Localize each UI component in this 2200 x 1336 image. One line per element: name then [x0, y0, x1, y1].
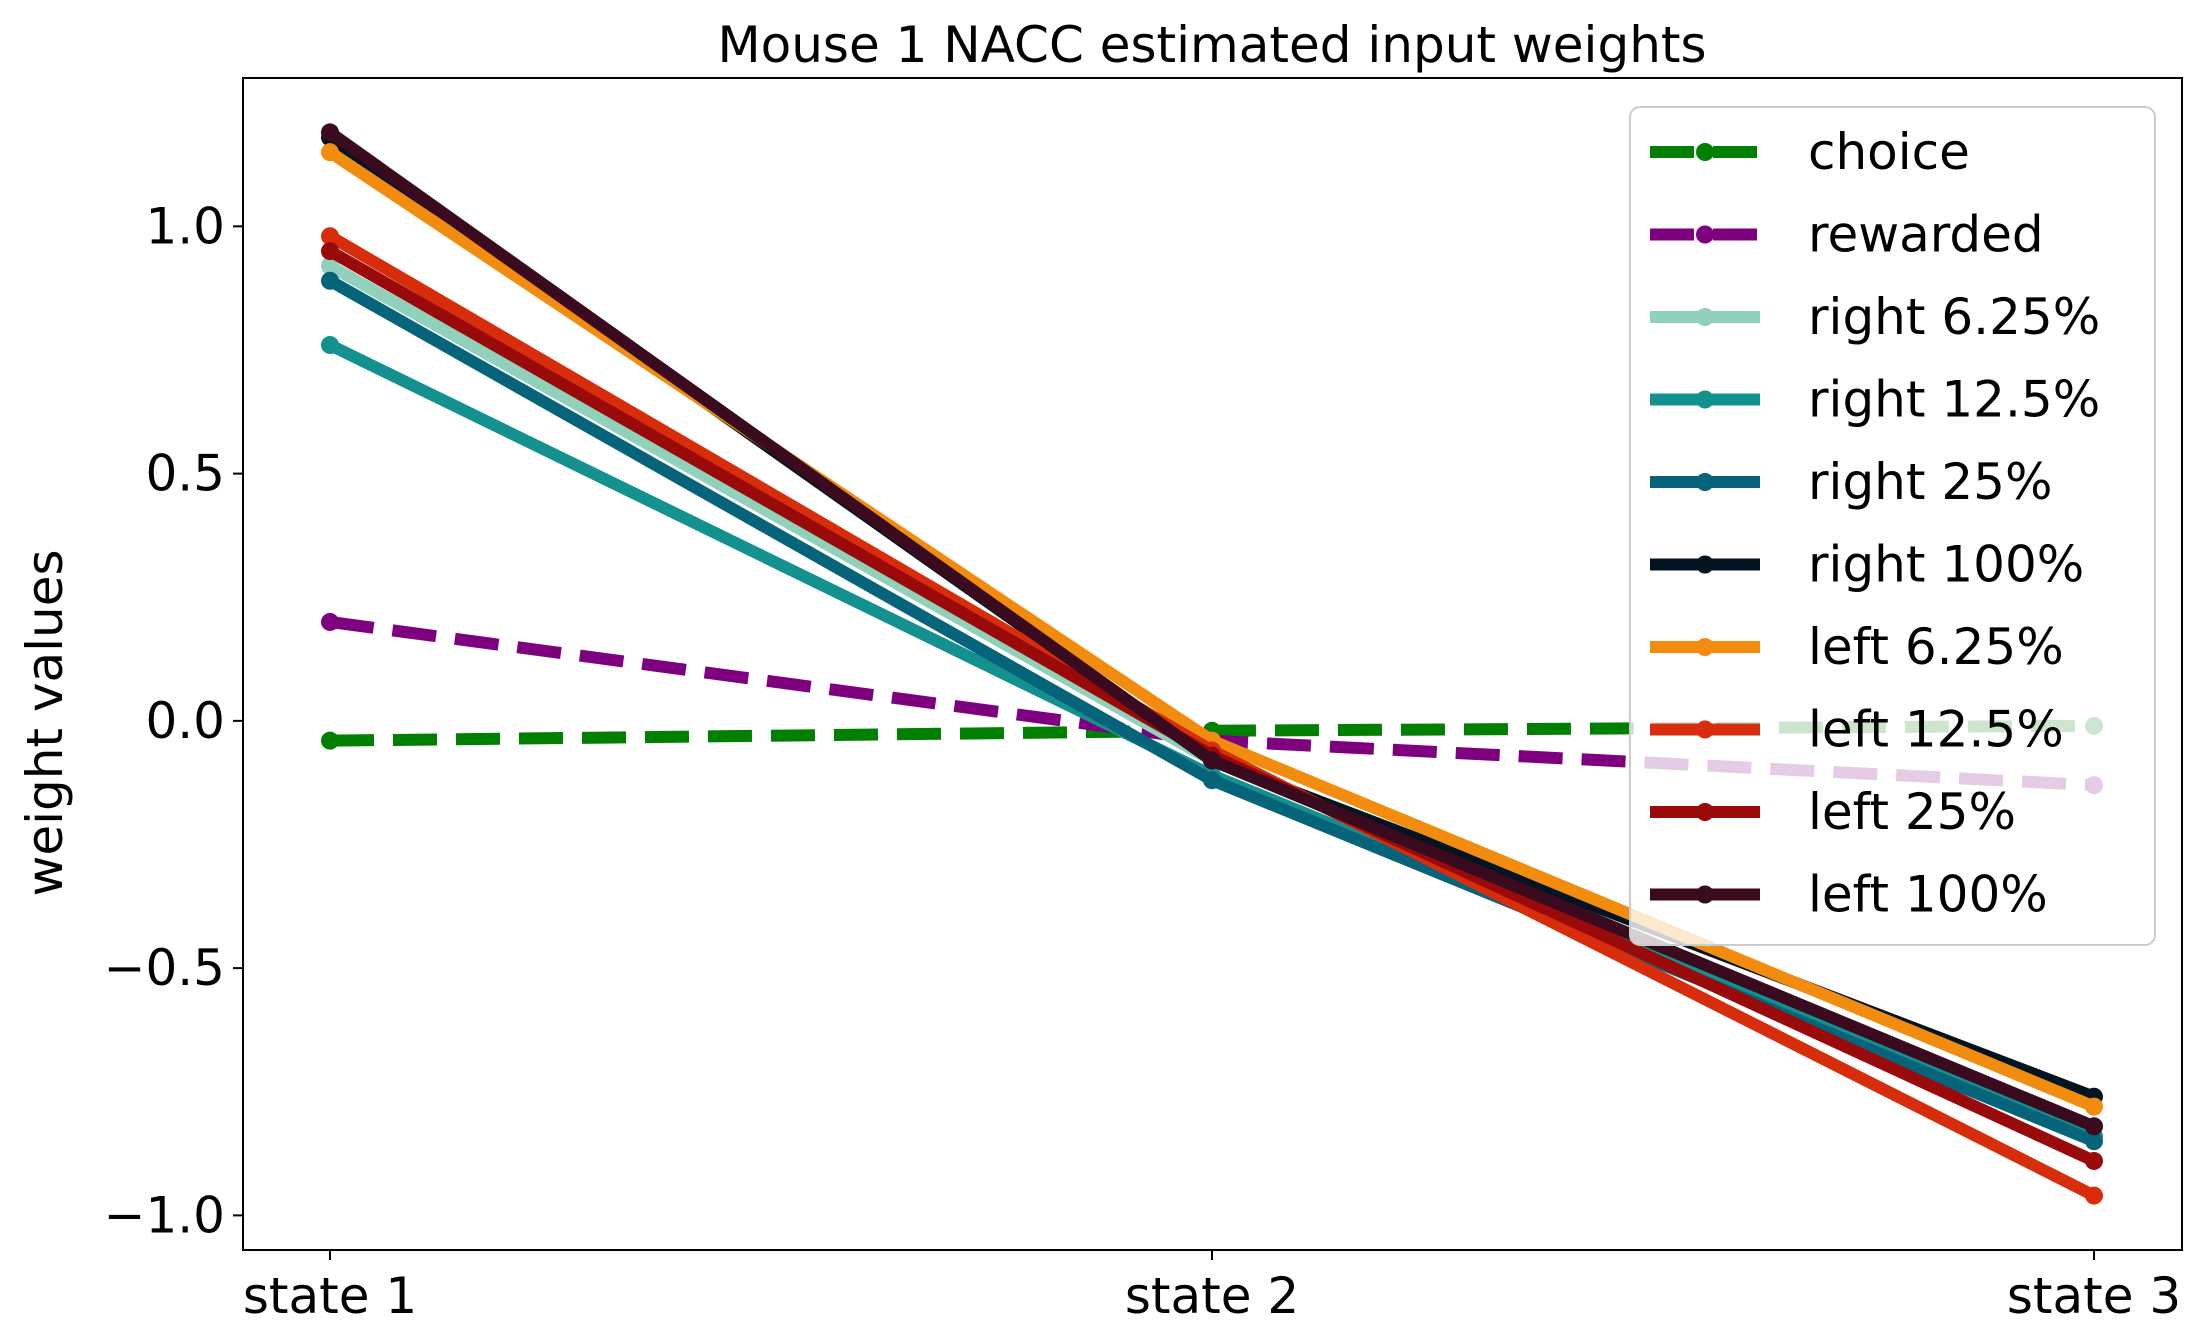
legend-marker [1696, 803, 1714, 821]
legend-marker [1696, 308, 1714, 326]
legend-marker [1696, 885, 1714, 904]
legend-label: left 25% [1808, 783, 2016, 841]
data-point [321, 123, 339, 142]
y-axis-ticks: 1.0 0.5 0.0 −0.5 −1.0 [104, 197, 243, 1244]
data-point [321, 336, 339, 355]
series-layer [321, 123, 2103, 1205]
y-tick-label: 0.0 [145, 692, 225, 750]
legend-marker [1696, 555, 1714, 574]
data-point [321, 271, 339, 290]
legend-item: right 12.5% [1650, 371, 2100, 429]
legend-item: right 6.25% [1650, 288, 2100, 346]
legend-marker [1696, 638, 1714, 656]
legend-label: choice [1808, 123, 1970, 181]
x-tick-label: state 1 [243, 1267, 417, 1325]
legend-marker [1696, 143, 1714, 161]
x-tick-label: state 3 [2007, 1267, 2181, 1325]
chart-title: Mouse 1 NACC estimated input weights [717, 16, 1706, 74]
legend-box [1629, 106, 2156, 946]
y-tick-label: 0.5 [145, 445, 225, 503]
legend-label: right 12.5% [1808, 371, 2100, 429]
y-tick-label: 1.0 [145, 197, 225, 255]
data-point [1203, 771, 1221, 790]
data-point [2085, 1186, 2103, 1205]
data-point [1203, 751, 1221, 770]
legend-label: left 6.25% [1808, 618, 2064, 676]
legend: choice rewarded right 6.25% right 12.5% righ… [1629, 106, 2156, 946]
series-9 [321, 123, 2103, 1136]
y-tick-label: −0.5 [104, 939, 225, 997]
y-axis-label: weight values [16, 549, 74, 896]
legend-item: left 100% [1650, 866, 2048, 924]
data-point [2085, 1132, 2103, 1151]
legend-marker [1696, 720, 1714, 739]
legend-marker [1696, 473, 1714, 491]
data-point [321, 143, 339, 162]
legend-item: right 100% [1650, 536, 2084, 594]
legend-marker [1696, 390, 1714, 409]
legend-label: left 12.5% [1808, 701, 2064, 759]
data-point [321, 256, 339, 275]
plot-frame [242, 77, 2183, 1251]
data-point [321, 242, 339, 261]
legend-item: rewarded [1650, 206, 2044, 264]
data-point [2085, 1151, 2103, 1170]
legend-label: right 6.25% [1808, 288, 2100, 346]
data-point [321, 612, 339, 631]
data-point [321, 227, 339, 246]
legend-item: left 12.5% [1650, 701, 2064, 759]
legend-label: right 25% [1808, 453, 2053, 511]
legend-marker [1696, 225, 1714, 244]
legend-label: rewarded [1808, 206, 2044, 264]
legend-item: left 6.25% [1650, 618, 2064, 676]
data-point [321, 731, 339, 750]
y-tick-label: −1.0 [104, 1186, 225, 1244]
legend-label: right 100% [1808, 536, 2084, 594]
legend-label: left 100% [1808, 866, 2048, 924]
data-point [2085, 1117, 2103, 1136]
legend-item: choice [1650, 123, 1970, 181]
data-point [2085, 1097, 2103, 1116]
legend-item: right 25% [1650, 453, 2053, 511]
x-axis-ticks: state 1 state 2 state 3 [243, 1250, 2181, 1325]
legend-item: left 25% [1650, 783, 2016, 841]
x-tick-label: state 2 [1125, 1267, 1299, 1325]
